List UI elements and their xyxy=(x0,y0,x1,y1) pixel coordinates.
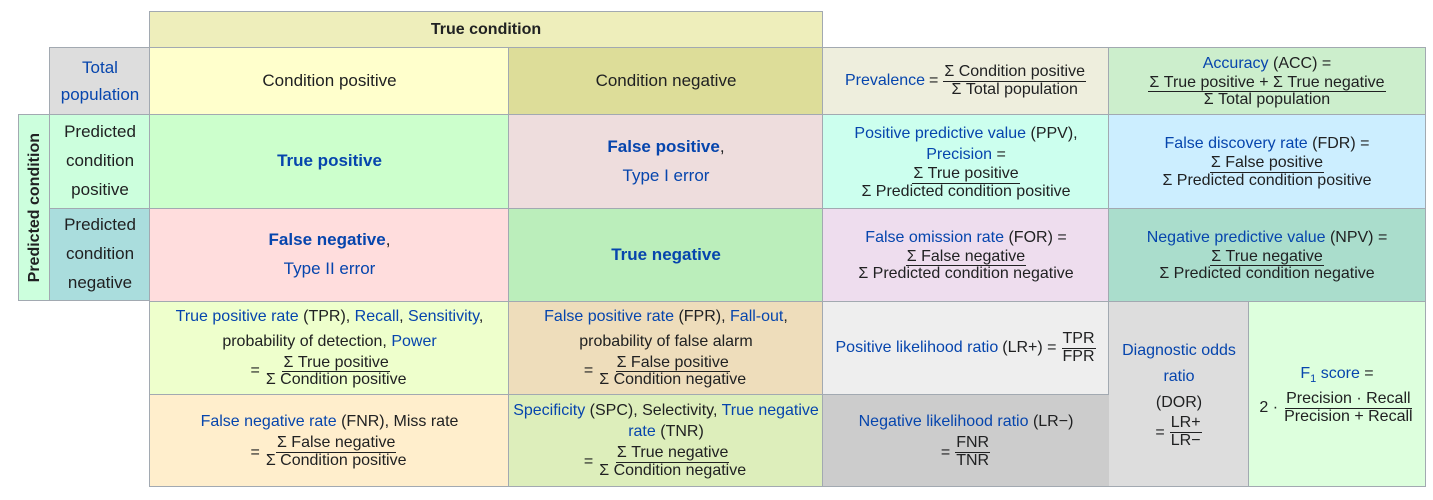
f1-score-link[interactable]: F1 score xyxy=(1300,364,1360,385)
true-positive-link[interactable]: True positive xyxy=(277,151,382,171)
accuracy-fraction: Σ True positive + Σ True negative Σ Tota… xyxy=(1148,73,1386,109)
condition-positive-cell: Condition positive xyxy=(149,47,509,114)
specificity-fraction: Σ True negative Σ Condition negative xyxy=(599,444,747,479)
for-fraction: Σ False negative Σ Predicted condition n… xyxy=(858,247,1074,283)
npv-cell: Negative predictive value (NPV) = Σ True… xyxy=(1108,208,1426,301)
fdr-link[interactable]: False discovery rate xyxy=(1164,135,1308,153)
fpr-fraction: Σ False positive Σ Condition negative xyxy=(599,353,747,389)
fall-out-link[interactable]: Fall-out xyxy=(730,307,784,325)
dor-fraction: LR+ LR− xyxy=(1169,414,1202,449)
true-negative-link[interactable]: True negative xyxy=(611,244,721,264)
prevalence-fraction: Σ Condition positive Σ Total population xyxy=(943,62,1087,98)
dor-cell: Diagnostic odds ratio (DOR) = LR+ LR− xyxy=(1108,301,1249,487)
specificity-cell: Specificity (SPC), Selectivity, True neg… xyxy=(508,394,823,487)
tpr-fraction: Σ True positive Σ Condition positive xyxy=(265,353,407,389)
ppv-cell: Positive predictive value (PPV), Precisi… xyxy=(822,114,1109,208)
fnr-link[interactable]: False negative rate xyxy=(200,413,337,431)
for-link[interactable]: False omission rate xyxy=(865,228,1005,246)
fdr-cell: False discovery rate (FDR) = Σ False pos… xyxy=(1108,114,1426,208)
lr-negative-link[interactable]: Negative likelihood ratio xyxy=(858,413,1029,431)
fnr-fraction: Σ False negative Σ Condition positive xyxy=(265,434,407,469)
ppv-link[interactable]: Positive predictive value xyxy=(854,124,1027,142)
ppv-fraction: Σ True positive Σ Predicted condition po… xyxy=(861,164,1071,200)
lr-negative-cell: Negative likelihood ratio (LR−) = FNR TN… xyxy=(822,394,1109,487)
tpr-link[interactable]: True positive rate xyxy=(175,307,299,325)
false-negative-link[interactable]: False negative xyxy=(268,230,386,250)
true-positive-cell: True positive xyxy=(149,114,509,208)
for-cell: False omission rate (FOR) = Σ False nega… xyxy=(822,208,1109,301)
false-negative-cell: False negative, Type II error xyxy=(149,208,509,301)
recall-link[interactable]: Recall xyxy=(354,307,400,325)
lr-positive-link[interactable]: Positive likelihood ratio xyxy=(835,339,999,357)
lr-positive-fraction: TPR FPR xyxy=(1061,329,1096,365)
false-positive-cell: False positive, Type I error xyxy=(508,114,823,208)
type-i-error-link[interactable]: Type I error xyxy=(622,165,710,185)
prevalence-link[interactable]: Prevalence xyxy=(844,72,926,90)
f1-fraction: Precision · Recall Precision + Recall xyxy=(1284,389,1413,425)
tnr-link[interactable]: True negative rate xyxy=(628,402,819,441)
precision-link[interactable]: Precision xyxy=(926,146,992,164)
accuracy-link[interactable]: Accuracy xyxy=(1202,54,1269,72)
fpr-cell: False positive rate (FPR), Fall-out, pro… xyxy=(508,301,823,394)
total-population-cell: Total population xyxy=(49,47,150,114)
false-positive-link[interactable]: False positive xyxy=(607,136,720,156)
fnr-cell: False negative rate (FNR), Miss rate = Σ… xyxy=(149,394,509,487)
fpr-link[interactable]: False positive rate xyxy=(544,307,674,325)
specificity-link[interactable]: Specificity xyxy=(513,402,586,420)
tpr-cell: True positive rate (TPR), Recall, Sensit… xyxy=(149,301,509,394)
prevalence-cell: Prevalence = Σ Condition positive Σ Tota… xyxy=(822,47,1109,114)
npv-link[interactable]: Negative predictive value xyxy=(1146,228,1326,246)
sensitivity-link[interactable]: Sensitivity xyxy=(408,307,479,325)
accuracy-cell: Accuracy (ACC) = Σ True positive + Σ Tru… xyxy=(1108,47,1426,114)
lr-negative-fraction: FNR TNR xyxy=(955,434,991,469)
total-population-link[interactable]: Total population xyxy=(60,57,140,104)
type-ii-error-link[interactable]: Type II error xyxy=(283,259,376,278)
dor-link[interactable]: Diagnostic odds ratio xyxy=(1122,342,1236,385)
fdr-fraction: Σ False positive Σ Predicted condition p… xyxy=(1162,154,1372,189)
power-link[interactable]: Power xyxy=(391,332,437,350)
f1-score-cell: F1 score = 2 · Precision · Recall Precis… xyxy=(1248,301,1426,487)
condition-negative-cell: Condition negative xyxy=(508,47,823,114)
true-negative-cell: True negative xyxy=(508,208,823,301)
predicted-condition-negative-cell: Predicted condition negative xyxy=(49,208,150,301)
predicted-condition-header: Predicted condition xyxy=(18,114,50,301)
true-condition-header: True condition xyxy=(149,11,823,47)
npv-fraction: Σ True negative Σ Predicted condition ne… xyxy=(1159,247,1375,283)
lr-positive-cell: Positive likelihood ratio (LR+) = TPR FP… xyxy=(822,301,1109,394)
predicted-condition-positive-cell: Predicted condition positive xyxy=(49,114,150,208)
